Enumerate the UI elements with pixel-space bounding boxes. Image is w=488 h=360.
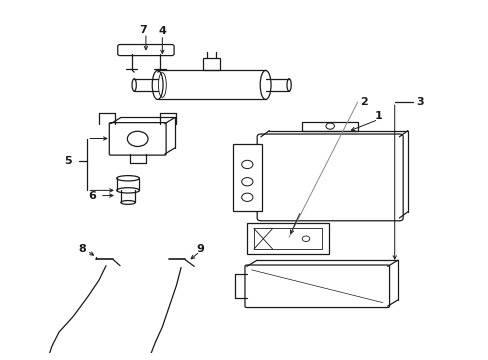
Text: 1: 1 (374, 111, 382, 121)
Ellipse shape (152, 71, 163, 99)
FancyBboxPatch shape (244, 265, 389, 307)
Text: 3: 3 (416, 97, 424, 107)
Bar (302, 122, 357, 131)
FancyBboxPatch shape (257, 134, 402, 221)
Text: 2: 2 (360, 97, 367, 107)
Ellipse shape (121, 201, 135, 204)
Bar (203, 58, 220, 71)
FancyBboxPatch shape (109, 123, 166, 155)
Text: 6: 6 (88, 190, 96, 201)
Ellipse shape (286, 79, 291, 91)
Ellipse shape (132, 79, 136, 91)
Text: 7: 7 (140, 25, 147, 35)
Text: 4: 4 (158, 26, 166, 36)
Bar (232, 144, 262, 211)
Text: 5: 5 (64, 156, 72, 166)
FancyBboxPatch shape (118, 45, 174, 55)
Text: 9: 9 (196, 244, 203, 254)
Ellipse shape (260, 71, 270, 99)
Text: 8: 8 (79, 244, 86, 254)
Bar (246, 223, 328, 254)
Ellipse shape (117, 176, 139, 181)
Ellipse shape (117, 188, 139, 193)
